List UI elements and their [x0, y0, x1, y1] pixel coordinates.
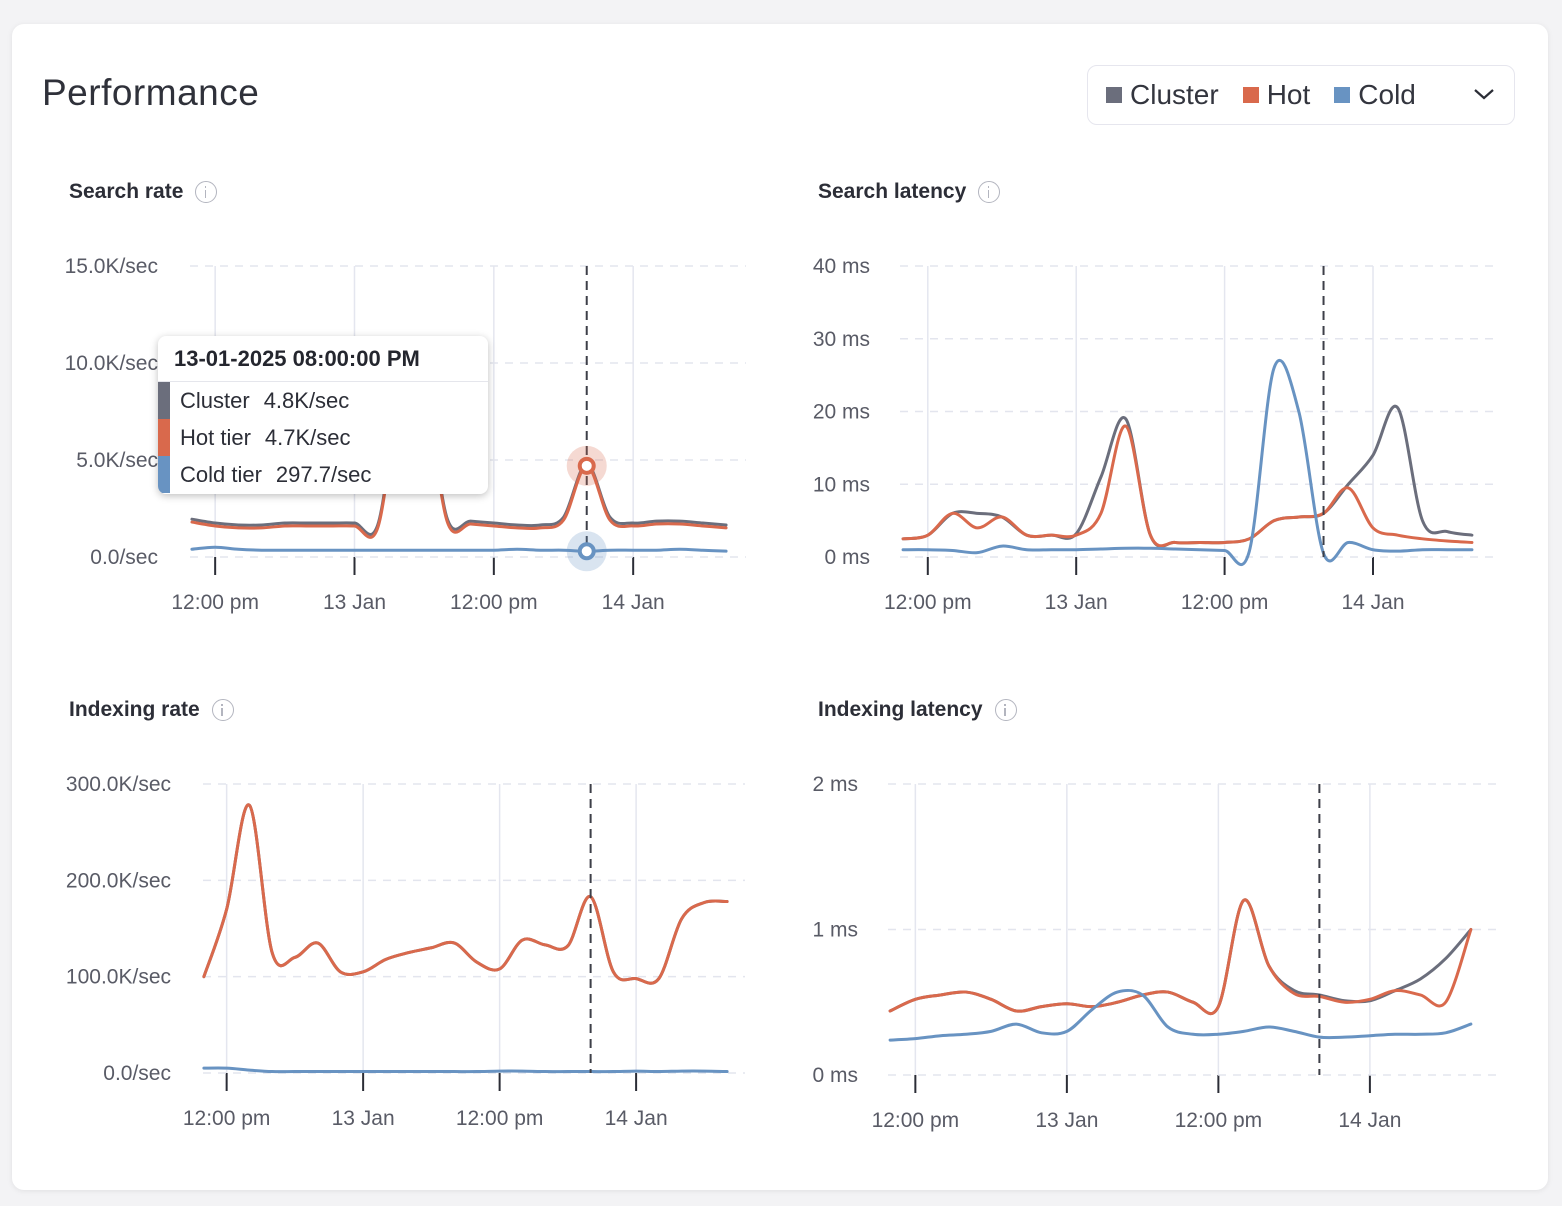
y-tick-label: 10.0K/sec	[65, 352, 158, 375]
y-tick-label: 5.0K/sec	[76, 449, 158, 472]
series-line-hot[interactable]	[901, 424, 1474, 548]
series-line-cluster[interactable]	[901, 404, 1474, 548]
tooltip-label: Hot tier	[180, 425, 251, 450]
chart-title-text: Search latency	[818, 180, 967, 203]
x-tick-label: 12:00 pm	[872, 1109, 960, 1132]
cold-color-bar	[158, 456, 170, 493]
tooltip-value: 297.7/sec	[275, 462, 372, 487]
tooltip-value: 4.7K/sec	[264, 425, 351, 450]
tooltip-row-cold: Cold tier 297.7/sec	[158, 456, 488, 493]
info-icon[interactable]	[195, 181, 218, 203]
x-tick-label: 13 Jan	[1045, 591, 1108, 614]
x-tick-label: 12:00 pm	[884, 591, 972, 614]
chart-title-text: Search rate	[69, 180, 184, 203]
chart-title-text: Indexing latency	[818, 698, 983, 721]
tooltip-value: 4.8K/sec	[263, 388, 350, 413]
tooltip-row-cluster: Cluster 4.8K/sec	[158, 382, 488, 419]
page-title: Performance	[42, 72, 260, 113]
x-tick-label: 13 Jan	[1035, 1109, 1098, 1132]
legend-item-hot[interactable]: Hot	[1242, 79, 1311, 111]
y-tick-label: 2 ms	[812, 773, 858, 796]
x-tick-label: 14 Jan	[605, 1107, 668, 1130]
info-icon[interactable]	[211, 699, 234, 721]
series-line-cluster[interactable]	[202, 803, 729, 985]
x-tick-label: 12:00 pm	[183, 1107, 271, 1130]
legend-label: Cluster	[1130, 79, 1219, 110]
tooltip-title: 13-01-2025 08:00:00 PM	[158, 336, 488, 382]
series-line-cold[interactable]	[901, 358, 1474, 567]
info-icon[interactable]	[994, 699, 1017, 721]
info-icon[interactable]	[978, 181, 1001, 203]
x-tick-label: 12:00 pm	[450, 591, 538, 614]
x-tick-label: 12:00 pm	[1175, 1109, 1263, 1132]
chart-tooltip: 13-01-2025 08:00:00 PM Cluster 4.8K/sec …	[158, 336, 488, 494]
cold-swatch	[1334, 87, 1351, 103]
legend-label: Cold	[1358, 79, 1416, 110]
series-filter-dropdown[interactable]: Cluster Hot Cold	[1087, 65, 1515, 125]
series-line-cold[interactable]	[190, 545, 728, 553]
y-tick-label: 1 ms	[812, 919, 858, 942]
hover-marker-cold[interactable]	[577, 542, 596, 561]
y-tick-label: 300.0K/sec	[66, 773, 171, 796]
chart-title-indexing-rate: Indexing rate	[69, 698, 234, 722]
legend-label: Hot	[1266, 79, 1311, 110]
tooltip-label: Cluster	[180, 388, 250, 413]
x-tick-label: 12:00 pm	[1181, 591, 1269, 614]
y-tick-label: 10 ms	[813, 473, 870, 496]
series-line-hot[interactable]	[202, 803, 729, 985]
performance-card	[12, 24, 1548, 1190]
x-tick-label: 12:00 pm	[456, 1107, 544, 1130]
y-tick-label: 30 ms	[813, 328, 870, 351]
legend-item-cold[interactable]: Cold	[1334, 79, 1416, 111]
series-line-cold[interactable]	[888, 988, 1473, 1042]
y-tick-label: 0 ms	[812, 1064, 858, 1087]
x-tick-label: 12:00 pm	[171, 591, 259, 614]
series-line-cold[interactable]	[202, 1066, 729, 1074]
hot-swatch	[1242, 87, 1259, 103]
cluster-color-bar	[158, 382, 170, 419]
y-tick-label: 0 ms	[824, 546, 870, 569]
tooltip-label: Cold tier	[180, 462, 262, 487]
x-tick-label: 14 Jan	[1338, 1109, 1401, 1132]
chart-title-indexing-latency: Indexing latency	[818, 698, 1017, 722]
legend-item-cluster[interactable]: Cluster	[1106, 79, 1219, 111]
chart-title-search-latency: Search latency	[818, 180, 1001, 204]
series-line-hot[interactable]	[888, 898, 1473, 1015]
chart-title-text: Indexing rate	[69, 698, 200, 721]
hover-marker-hot[interactable]	[577, 456, 596, 475]
chevron-down-icon[interactable]	[1472, 82, 1496, 106]
cluster-swatch	[1106, 87, 1122, 103]
y-tick-label: 0.0/sec	[103, 1062, 171, 1085]
y-tick-label: 40 ms	[813, 255, 870, 278]
y-tick-label: 0.0/sec	[90, 546, 158, 569]
x-tick-label: 14 Jan	[1341, 591, 1404, 614]
hot-color-bar	[158, 419, 170, 456]
x-tick-label: 13 Jan	[323, 591, 386, 614]
tooltip-row-hot: Hot tier 4.7K/sec	[158, 419, 488, 456]
x-tick-label: 13 Jan	[332, 1107, 395, 1130]
series-line-hot[interactable]	[190, 373, 728, 539]
x-tick-label: 14 Jan	[602, 591, 665, 614]
y-tick-label: 200.0K/sec	[66, 869, 171, 892]
y-tick-label: 100.0K/sec	[66, 966, 171, 989]
y-tick-label: 15.0K/sec	[65, 255, 158, 278]
y-tick-label: 20 ms	[813, 401, 870, 424]
chart-title-search-rate: Search rate	[69, 180, 218, 204]
